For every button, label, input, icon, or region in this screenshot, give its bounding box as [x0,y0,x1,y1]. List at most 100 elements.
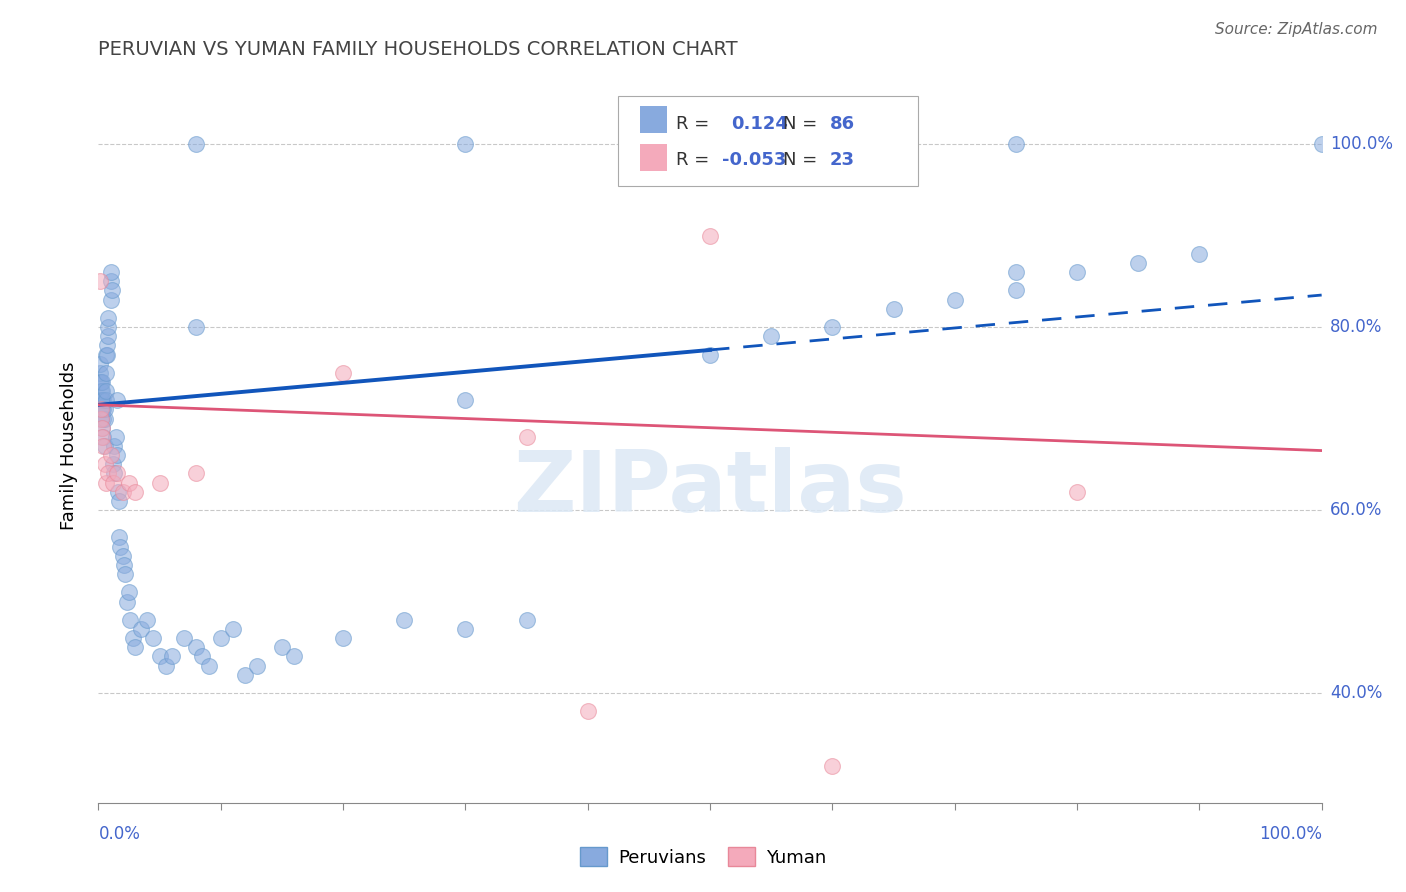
Point [96,338,118,352]
Point [233,667,256,681]
Point [149,475,172,490]
Point [90,384,112,398]
Point [91,430,114,444]
Point [1066,265,1088,279]
Point [93,458,115,472]
Text: Source: ZipAtlas.com: Source: ZipAtlas.com [1215,22,1378,37]
Text: ZIPatlas: ZIPatlas [513,447,907,531]
Point [454,622,477,636]
Text: 86: 86 [830,115,855,134]
Point [91,393,114,408]
Text: 0.124: 0.124 [731,115,787,134]
Point [149,649,172,664]
Point [454,137,477,152]
Point [91,430,114,444]
Point [111,549,134,563]
Point [94,475,117,490]
Point [97,329,120,343]
Point [94,366,117,380]
Point [1004,265,1026,279]
Point [90,393,112,408]
Point [186,467,208,481]
Point [209,631,232,645]
Text: 0.0%: 0.0% [98,825,141,843]
Text: 60.0%: 60.0% [1330,501,1382,519]
Point [222,622,245,636]
Point [246,658,269,673]
Point [270,640,294,655]
Point [104,430,127,444]
Point [90,411,112,425]
Point [392,613,416,627]
Point [186,640,208,655]
Text: PERUVIAN VS YUMAN FAMILY HOUSEHOLDS CORRELATION CHART: PERUVIAN VS YUMAN FAMILY HOUSEHOLDS CORR… [98,40,738,59]
Text: -0.053: -0.053 [723,151,786,169]
Point [94,384,117,398]
Point [124,640,146,655]
Text: N =: N = [783,115,818,134]
Point [91,384,114,398]
Point [821,320,844,334]
Point [1188,247,1211,261]
Point [93,402,115,417]
Legend: Peruvians, Yuman: Peruvians, Yuman [574,840,832,874]
Point [576,704,599,718]
Point [97,320,120,334]
Point [118,475,141,490]
Point [1128,256,1150,270]
Point [89,375,111,389]
Point [91,439,114,453]
Point [91,393,114,408]
Point [699,228,721,243]
Point [120,613,142,627]
Point [1066,484,1088,499]
Point [91,402,114,417]
Point [101,458,124,472]
Point [90,375,112,389]
Point [91,375,114,389]
Point [112,558,135,572]
Text: 80.0%: 80.0% [1330,318,1382,336]
Point [97,310,120,325]
Point [89,393,111,408]
Point [100,265,122,279]
Point [699,347,721,361]
Text: 100.0%: 100.0% [1258,825,1322,843]
Point [173,631,195,645]
Point [761,329,783,343]
Point [97,467,120,481]
Point [90,402,112,417]
Text: R =: R = [676,151,709,169]
Point [91,420,114,434]
Point [108,531,131,545]
Point [101,475,124,490]
Point [111,484,134,499]
Point [103,439,125,453]
FancyBboxPatch shape [640,144,668,171]
Point [136,613,159,627]
Point [91,411,114,425]
Point [883,301,905,316]
Point [105,393,128,408]
Point [105,467,128,481]
Point [515,613,537,627]
Point [107,484,129,499]
Point [332,631,354,645]
Point [821,759,844,773]
Y-axis label: Family Households: Family Households [59,362,77,530]
Text: 40.0%: 40.0% [1330,684,1382,702]
Point [197,658,219,673]
Point [90,411,112,425]
Point [91,420,114,434]
Point [90,402,112,417]
Point [283,649,305,664]
Text: R =: R = [676,115,709,134]
Point [454,393,477,408]
Point [186,320,208,334]
Point [100,293,122,307]
Point [114,567,136,582]
Point [93,411,115,425]
Point [93,439,115,453]
Point [94,393,117,408]
Point [943,293,966,307]
